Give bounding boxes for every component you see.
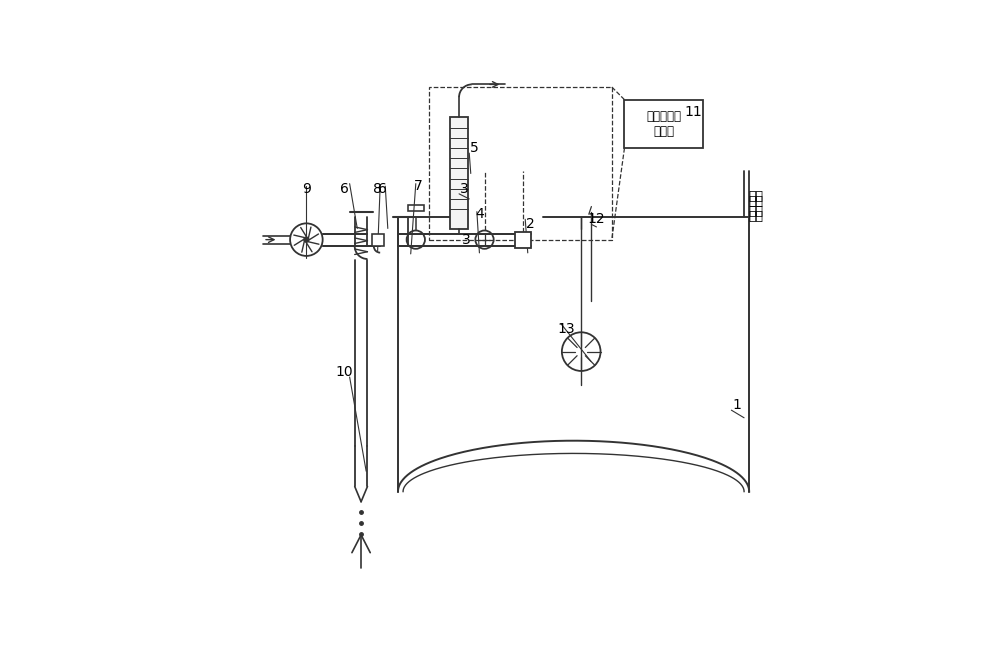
Text: 8: 8 bbox=[373, 182, 382, 196]
Text: 12: 12 bbox=[588, 212, 605, 226]
Text: 11: 11 bbox=[684, 105, 702, 120]
Bar bbox=[515, 231, 531, 248]
Text: 5: 5 bbox=[470, 141, 479, 155]
Text: 6: 6 bbox=[340, 182, 349, 196]
Text: 可编程逻辑
控制器: 可编程逻辑 控制器 bbox=[646, 110, 681, 138]
Text: 13: 13 bbox=[557, 322, 575, 336]
Text: 7: 7 bbox=[414, 179, 423, 193]
Text: 10: 10 bbox=[336, 365, 353, 379]
Text: 1: 1 bbox=[732, 398, 741, 412]
Bar bbox=[450, 118, 468, 229]
Circle shape bbox=[304, 237, 309, 242]
Text: 物料
入口: 物料 入口 bbox=[748, 190, 763, 218]
Bar bbox=[624, 100, 703, 148]
Bar bbox=[372, 233, 384, 246]
Bar bbox=[408, 204, 424, 211]
Text: 6: 6 bbox=[378, 182, 387, 196]
Text: 9: 9 bbox=[302, 182, 311, 196]
Text: 4: 4 bbox=[475, 207, 484, 221]
Text: 3: 3 bbox=[462, 233, 471, 247]
Text: 物料
入口: 物料 入口 bbox=[748, 195, 763, 223]
Text: 2: 2 bbox=[526, 217, 535, 231]
Bar bbox=[429, 87, 612, 240]
Text: 3: 3 bbox=[460, 182, 469, 196]
